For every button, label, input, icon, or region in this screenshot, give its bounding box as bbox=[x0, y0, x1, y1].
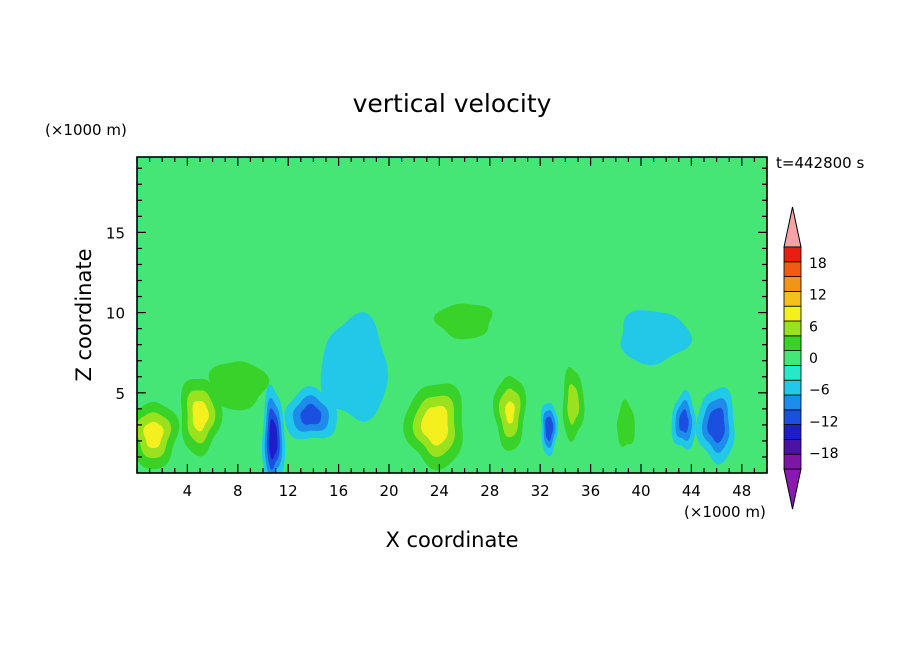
x-tick-label: 8 bbox=[233, 482, 243, 500]
contour-level-6-feature-8 bbox=[567, 384, 580, 425]
colorbar-swatch bbox=[783, 438, 802, 455]
x-tick-label: 40 bbox=[631, 482, 650, 500]
colorbar-tick-label: 18 bbox=[809, 256, 827, 272]
x-tick-label: 36 bbox=[581, 482, 600, 500]
x-tick-label: 12 bbox=[279, 482, 298, 500]
contour-level-3-feature-12 bbox=[433, 303, 493, 340]
x-tick-label: 20 bbox=[379, 482, 398, 500]
contour-level-9-feature-0 bbox=[143, 421, 164, 449]
x-tick-label: 24 bbox=[430, 482, 449, 500]
contour-level-3-feature-13 bbox=[208, 361, 270, 411]
contour-level--9-feature-10 bbox=[679, 409, 689, 433]
colorbar-swatch bbox=[783, 335, 802, 351]
contour-level--12-feature-2 bbox=[268, 418, 278, 460]
colorbar-swatch bbox=[783, 246, 802, 263]
colorbar-swatch bbox=[783, 424, 802, 440]
colorbar-swatch bbox=[783, 276, 802, 292]
y-tick-label: 5 bbox=[115, 385, 125, 403]
colorbar: 18 12 6 0 −6 −12 −18 bbox=[783, 206, 839, 510]
x-axis-label: X coordinate bbox=[385, 528, 518, 552]
colorbar-tick-label: −12 bbox=[809, 414, 839, 430]
contour-level--3-feature-14 bbox=[620, 310, 693, 365]
contour-level-9-feature-5 bbox=[420, 405, 449, 446]
x-tick-label: 44 bbox=[682, 482, 701, 500]
contour-level-9-feature-6 bbox=[504, 401, 515, 424]
chart-title: vertical velocity bbox=[353, 89, 552, 118]
contour-level-9-feature-1 bbox=[192, 401, 209, 432]
x-unit-label: (×1000 m) bbox=[684, 503, 766, 521]
colorbar-tick-label: 12 bbox=[809, 288, 827, 304]
colorbar-swatch bbox=[783, 364, 802, 381]
colorbar-swatch bbox=[783, 350, 802, 366]
colorbar-swatch bbox=[783, 261, 802, 277]
x-tick-label: 48 bbox=[732, 482, 751, 500]
colorbar-swatch bbox=[783, 453, 802, 470]
y-axis-label: Z coordinate bbox=[72, 248, 96, 381]
colorbar-swatch bbox=[783, 379, 802, 396]
colorbar-swatch bbox=[783, 409, 802, 425]
colorbar-tick-label: −6 bbox=[809, 383, 830, 399]
x-tick-label: 4 bbox=[183, 482, 193, 500]
colorbar-swatch bbox=[783, 394, 802, 411]
colorbar-tick-label: 6 bbox=[809, 319, 818, 335]
time-label: t=442800 s bbox=[776, 154, 864, 172]
colorbar-under-triangle bbox=[783, 468, 802, 510]
y-unit-label: (×1000 m) bbox=[45, 121, 127, 139]
colorbar-swatch bbox=[783, 305, 802, 322]
colorbar-tick-label: −18 bbox=[809, 446, 839, 462]
colorbar-swatch bbox=[783, 290, 802, 307]
contour-level--9-feature-7 bbox=[545, 416, 554, 441]
x-tick-label: 16 bbox=[329, 482, 348, 500]
contour-level--3-feature-4 bbox=[320, 312, 389, 422]
y-tick-label: 15 bbox=[106, 224, 125, 242]
plot-area bbox=[137, 157, 767, 473]
x-tick-label: 32 bbox=[531, 482, 550, 500]
colorbar-swatch bbox=[783, 320, 802, 337]
y-tick-label: 10 bbox=[106, 305, 125, 323]
colorbar-tick-label: 0 bbox=[809, 351, 818, 367]
x-tick-label: 28 bbox=[480, 482, 499, 500]
contour-level-3-feature-9 bbox=[616, 399, 635, 447]
contour-level--9-feature-3 bbox=[300, 403, 322, 425]
colorbar-over-triangle bbox=[783, 206, 802, 248]
contour-level--9-feature-11 bbox=[707, 407, 725, 443]
